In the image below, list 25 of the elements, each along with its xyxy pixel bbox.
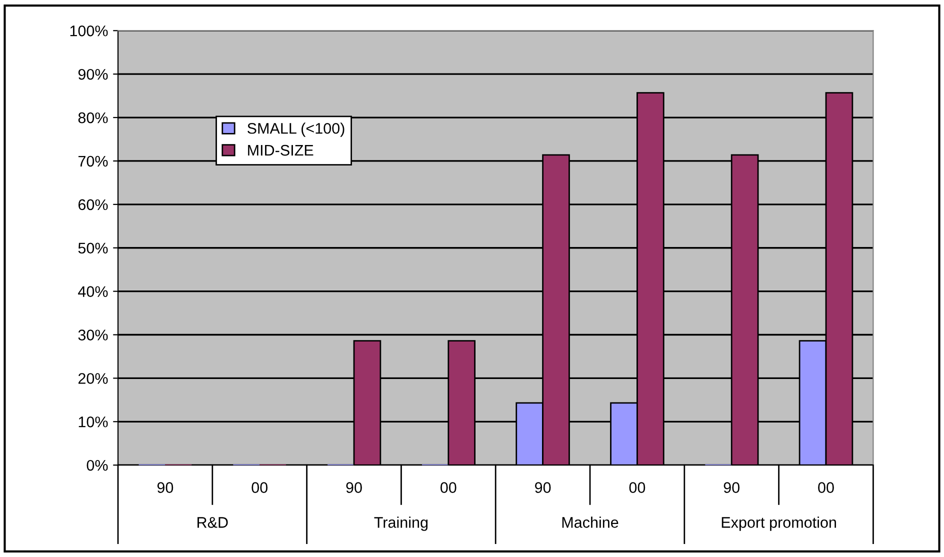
y-tick-label: 20% — [78, 373, 108, 384]
y-tick-label: 0% — [86, 460, 108, 471]
y-tick-label: 90% — [78, 68, 108, 80]
text: Machine — [562, 516, 618, 528]
text: R&D — [198, 517, 228, 528]
y-tick-label: 30% — [78, 330, 108, 340]
text: Export promotion — [722, 516, 836, 531]
y-tick-label: 10% — [78, 416, 108, 428]
x-tick-label: 90 — [157, 482, 174, 493]
legend-label: MID-SIZE — [248, 144, 314, 156]
y-tick-label: 60% — [78, 199, 108, 210]
x-tick-label: 90 — [535, 482, 551, 493]
y-tick-label: 50% — [78, 242, 108, 254]
y-tick-label: 100% — [70, 26, 108, 36]
legend-label: SMALL (<100) — [248, 122, 344, 137]
x-tick-label: 00 — [252, 482, 268, 493]
x-tick-label: 90 — [724, 482, 740, 493]
y-tick-label: 70% — [78, 156, 108, 167]
text: Training — [374, 516, 428, 531]
x-tick-label: 00 — [440, 482, 456, 493]
x-tick-label: 00 — [629, 482, 646, 493]
x-tick-label: 00 — [818, 482, 834, 493]
y-tick-label: 80% — [78, 112, 108, 124]
y-tick-label: 40% — [78, 286, 108, 297]
x-tick-label: 90 — [346, 482, 362, 493]
